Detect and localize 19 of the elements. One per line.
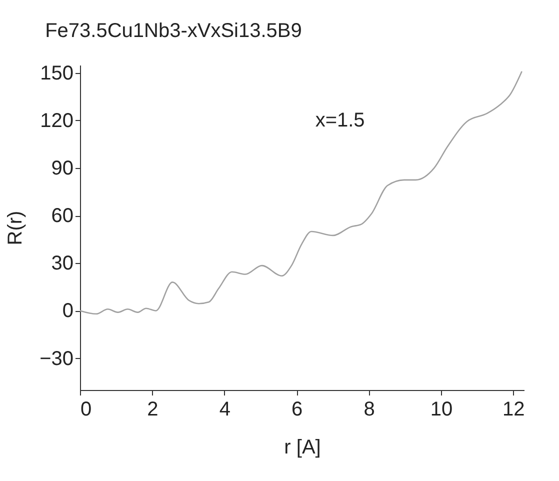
y-tick-label: 90 bbox=[51, 158, 74, 180]
y-tick-label: 120 bbox=[40, 110, 74, 132]
y-tick-label: 30 bbox=[51, 252, 74, 275]
x-tick-label: 8 bbox=[364, 398, 375, 420]
x-axis-title: r [A] bbox=[284, 436, 321, 458]
x-tick-label: 2 bbox=[147, 398, 158, 420]
x-tick-label: 10 bbox=[430, 398, 453, 420]
y-tick-label: 150 bbox=[40, 62, 74, 84]
y-tick-label: −30 bbox=[40, 348, 74, 370]
chart-title: Fe73.5Cu1Nb3-xVxSi13.5B9 bbox=[45, 20, 302, 42]
line-series bbox=[79, 70, 522, 315]
x-tick-label: 0 bbox=[80, 398, 92, 420]
x-tick-label: 4 bbox=[219, 398, 230, 420]
annotation: x=1.5 bbox=[315, 109, 365, 132]
y-tick-label: 0 bbox=[62, 300, 74, 322]
x-tick-label: 12 bbox=[502, 398, 525, 420]
x-tick-label: 6 bbox=[292, 398, 303, 420]
y-tick-label: 60 bbox=[51, 205, 74, 228]
y-axis-title: R(r) bbox=[4, 210, 27, 246]
